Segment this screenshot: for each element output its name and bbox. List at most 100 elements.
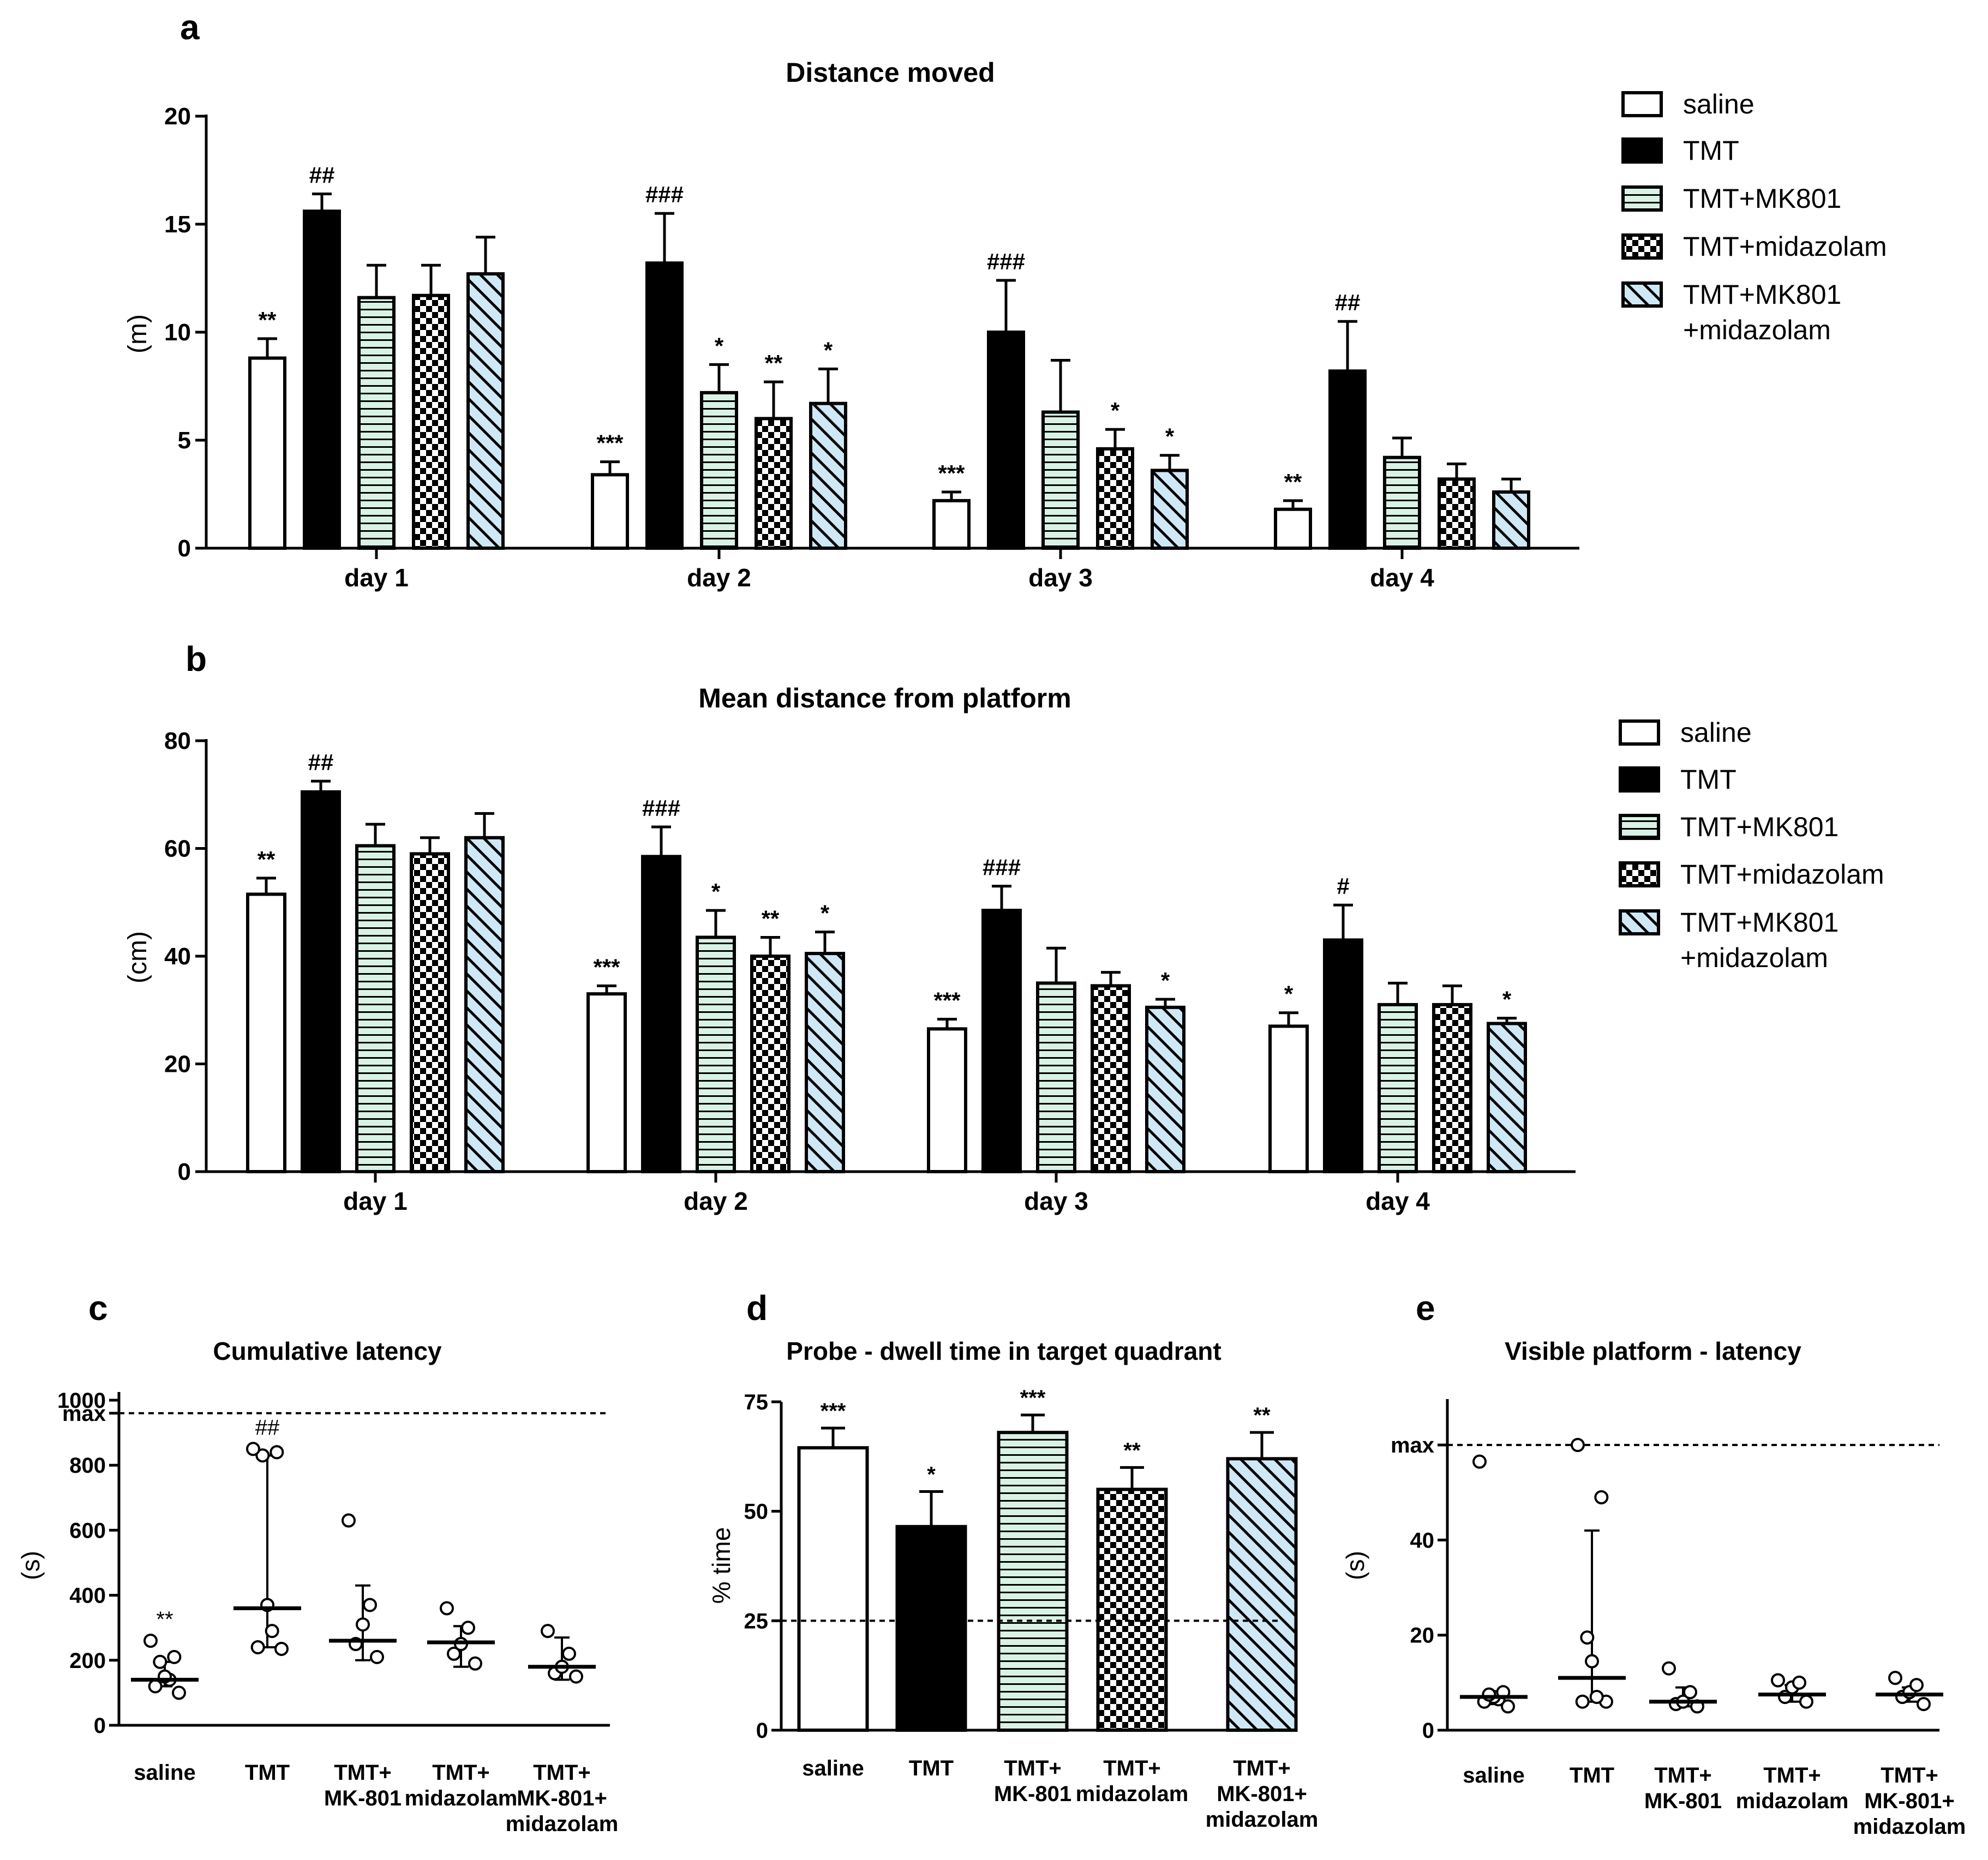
chart-a-y-tick-label: 20: [164, 103, 191, 130]
chart-b-title: Mean distance from platform: [698, 683, 1071, 713]
sig-label-a-4-1: *: [824, 337, 833, 363]
sig-label-a-0-3: **: [1284, 469, 1302, 495]
bar-a-1-2: [987, 331, 1025, 550]
chart-c-x-label-4-0: TMT+: [533, 1761, 591, 1785]
sig-label-b-4-2: *: [1161, 968, 1170, 993]
panel-letter-d: d: [746, 1288, 768, 1328]
chart-d-x-label-3-0: TMT+: [1103, 1756, 1161, 1780]
bar-d-1: [895, 1525, 967, 1732]
sig-label-b-0-1: ***: [593, 954, 620, 980]
point-c-3-1: [447, 1646, 461, 1661]
chart-a-ylabel: (m): [123, 314, 152, 353]
point-c-3-3: [461, 1621, 475, 1635]
sig-label-a-0-0: **: [259, 307, 277, 333]
bar-d-4: [1226, 1457, 1298, 1732]
chart-a-x-tick-label: day 4: [1370, 563, 1434, 592]
legend-a-swatch-saline: [1621, 91, 1663, 117]
sig-label-b-2-1: *: [711, 879, 721, 904]
legend-a-label-midazolam: TMT+midazolam: [1683, 231, 1887, 262]
chart-d-x-label-3-1: midazolam: [1076, 1782, 1189, 1806]
chart-c-y-tick-label: 400: [69, 1584, 106, 1608]
point-c-0-1: [148, 1679, 163, 1694]
point-e-4-4: [1888, 1671, 1902, 1685]
chart-a-y-tick-label: 0: [178, 535, 191, 562]
sig-label-b-0-2: ***: [933, 988, 961, 1013]
legend-a-swatch-midazolam: [1621, 233, 1663, 260]
chart-e-y-tick-label: 0: [1422, 1719, 1434, 1743]
chart-b-ylabel: (cm): [123, 931, 152, 983]
point-c-1-1: [250, 1640, 265, 1654]
chart-d-x-label-4-0: TMT+: [1233, 1756, 1291, 1780]
point-c-0-5: [167, 1649, 182, 1664]
point-c-4-3: [562, 1646, 576, 1661]
chart-c-x-label-2-0: TMT+: [334, 1761, 392, 1785]
bar-b-0-1: [586, 992, 627, 1173]
chart-d-y-tick-label: 75: [744, 1390, 769, 1414]
sig-label-d-3: **: [1123, 1438, 1141, 1462]
sig-label-a-1-0: ##: [309, 163, 335, 188]
legend-a-label-tmt: TMT: [1683, 135, 1739, 166]
chart-d-x-label-0-0: saline: [802, 1756, 864, 1780]
chart-c-x-label-4-1: MK-801+: [517, 1786, 607, 1810]
point-e-1-6: [1571, 1438, 1585, 1453]
bar-a-1-1: [645, 261, 684, 550]
legend-b-label-tmt: TMT: [1680, 764, 1736, 795]
bar-d-2: [997, 1431, 1069, 1732]
bar-b-2-1: [696, 935, 736, 1173]
chart-c-y-tick-label: 800: [69, 1454, 106, 1478]
chart-a-bars: **##***###*******###****##: [248, 163, 1530, 550]
chart-e-x-label-3-1: midazolam: [1736, 1789, 1849, 1813]
legend-b-label-mk801: TMT+MK801: [1680, 812, 1839, 842]
bar-a-4-2: [1151, 469, 1189, 550]
sig-label-b-4-3: *: [1502, 987, 1512, 1012]
point-e-1-5: [1594, 1490, 1609, 1504]
chart-e-y-tick-label: 40: [1410, 1528, 1435, 1552]
bar-a-2-2: [1041, 410, 1080, 550]
legend-a-label-saline: saline: [1683, 89, 1755, 119]
sig-label-b-1-2: ###: [983, 855, 1021, 880]
chart-b-y-tick-label: 40: [164, 943, 191, 970]
panel-d: d Probe - dwell time in target quadrant …: [707, 1288, 1318, 1832]
chart-d-title: Probe - dwell time in target quadrant: [786, 1337, 1221, 1365]
legend-b-swatch-combo: [1619, 909, 1660, 935]
sig-label-b-0-0: **: [258, 847, 276, 872]
chart-d-x-label-2-0: TMT+: [1004, 1756, 1062, 1780]
point-c-0-0: [172, 1685, 186, 1700]
bar-b-0-2: [927, 1027, 967, 1173]
chart-b-y-tick-label: 80: [164, 728, 191, 754]
point-e-3-4: [1771, 1673, 1785, 1688]
legend-b-label-midazolam: TMT+midazolam: [1680, 859, 1884, 890]
chart-e-x-label-4-2: midazolam: [1853, 1815, 1966, 1839]
sig-label-a-0-1: ***: [596, 430, 624, 456]
bar-a-0-3: [1274, 507, 1312, 550]
sig-label-b-3-1: **: [762, 905, 780, 931]
chart-c-x-label-1-0: TMT: [245, 1761, 290, 1785]
chart-e-title: Visible platform - latency: [1505, 1337, 1801, 1365]
chart-b-legend: saline TMT TMT+MK801 TMT+midazolam TMT+M…: [1619, 717, 1884, 973]
chart-c-y-tick-label: 600: [69, 1519, 106, 1543]
point-c-3-0: [468, 1656, 482, 1671]
chart-e-x-label-2-0: TMT+: [1654, 1763, 1712, 1787]
bar-a-3-3: [1438, 477, 1476, 550]
chart-a-x-tick-label: day 2: [687, 563, 751, 592]
bar-d-3: [1096, 1487, 1168, 1732]
point-c-0-4: [153, 1654, 167, 1669]
bar-b-2-0: [355, 844, 396, 1173]
chart-b-x-tick-label: day 3: [1024, 1187, 1088, 1215]
panel-letter-b: b: [185, 639, 207, 679]
point-c-4-0: [569, 1669, 583, 1684]
point-e-1-3: [1585, 1654, 1599, 1669]
bar-a-4-0: [466, 272, 505, 550]
sig-label-a-2-1: *: [715, 333, 724, 358]
chart-b-x-tick-label: day 4: [1366, 1187, 1430, 1215]
legend-b-swatch-saline: [1619, 719, 1660, 746]
chart-a-y-tick-label: 15: [164, 211, 191, 238]
chart-c-y-tick-label: 200: [69, 1649, 106, 1673]
legend-a-label-combo-line1: TMT+MK801: [1683, 279, 1841, 310]
legend-a-swatch-combo: [1621, 281, 1663, 308]
chart-a-y-tick-label: 10: [164, 319, 191, 346]
point-e-0-0: [1501, 1699, 1515, 1714]
chart-e-x-label-2-1: MK-801: [1644, 1789, 1722, 1813]
sig-label-a-4-2: *: [1165, 424, 1175, 449]
